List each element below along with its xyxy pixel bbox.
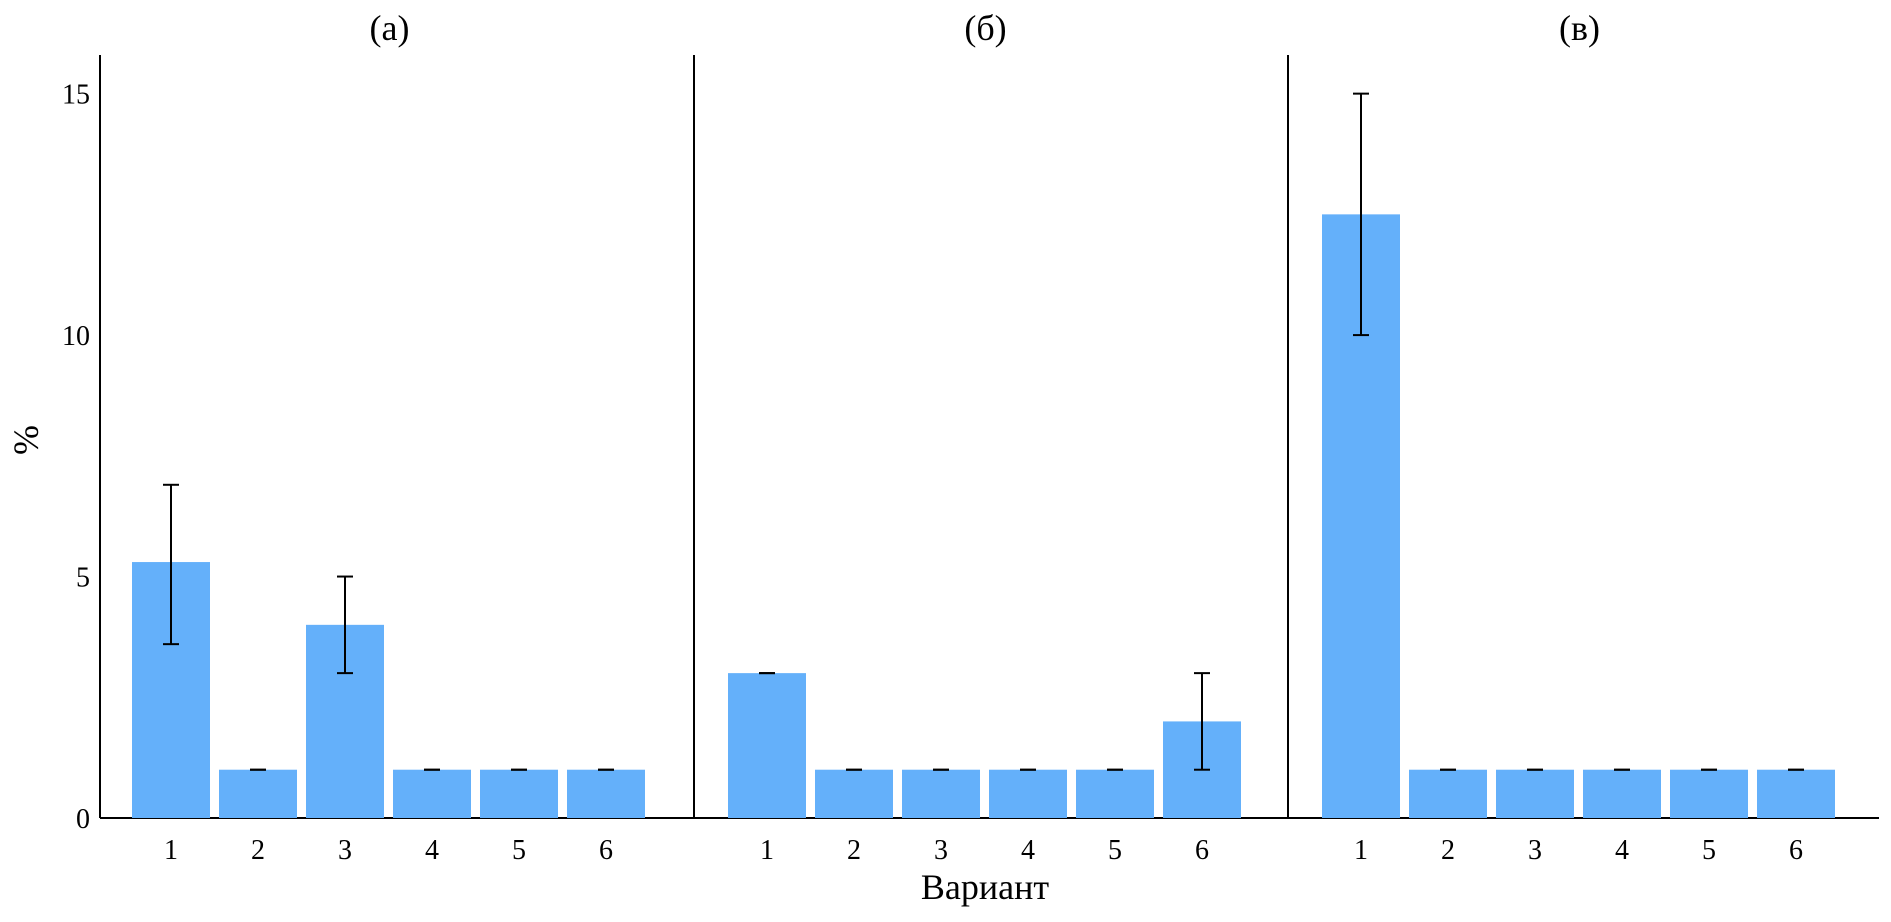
x-tick-label: 3 (1528, 835, 1542, 866)
y-tick-label: 15 (62, 80, 90, 111)
bar (902, 769, 980, 818)
x-tick-label: 6 (1195, 835, 1209, 866)
bars-layer (132, 214, 1835, 818)
x-tick-label: 4 (425, 835, 439, 866)
bar (1076, 769, 1154, 818)
y-tick-label: 10 (62, 321, 90, 352)
x-tick-label: 1 (164, 835, 178, 866)
panel-title: (в) (1559, 8, 1600, 48)
bar (1670, 769, 1748, 818)
bar (728, 673, 806, 818)
x-tick-label: 5 (512, 835, 526, 866)
error-bars-layer (163, 92, 1804, 771)
bar (989, 769, 1067, 818)
bar (1583, 769, 1661, 818)
x-axis-label: Вариант (921, 867, 1050, 907)
x-tick-label: 3 (934, 835, 948, 866)
x-tick-label: 4 (1615, 835, 1629, 866)
bar (815, 769, 893, 818)
x-tick-label: 2 (251, 835, 265, 866)
bar (1496, 769, 1574, 818)
labels-layer: % Вариант 0 5 10 15 (а) 1 2 3 4 5 6 (б) 1 2 3 4 5 6 (в) 1 2 3… (6, 8, 1803, 907)
x-tick-label: 2 (847, 835, 861, 866)
panel-title: (б) (964, 8, 1006, 48)
y-tick-label: 5 (76, 563, 90, 594)
bar (480, 769, 558, 818)
x-tick-label: 1 (1354, 835, 1368, 866)
x-tick-label: 3 (338, 835, 352, 866)
y-tick-label: 0 (76, 804, 90, 835)
x-tick-label: 5 (1108, 835, 1122, 866)
x-tick-label: 6 (1789, 835, 1803, 866)
x-tick-label: 6 (599, 835, 613, 866)
bar (393, 769, 471, 818)
x-tick-label: 1 (760, 835, 774, 866)
bar (219, 769, 297, 818)
x-tick-label: 4 (1021, 835, 1035, 866)
x-tick-label: 5 (1702, 835, 1716, 866)
bar (567, 769, 645, 818)
x-tick-label: 2 (1441, 835, 1455, 866)
y-axis-label: % (6, 425, 46, 455)
bar (1409, 769, 1487, 818)
bar (1757, 769, 1835, 818)
panel-title: (а) (370, 8, 410, 48)
